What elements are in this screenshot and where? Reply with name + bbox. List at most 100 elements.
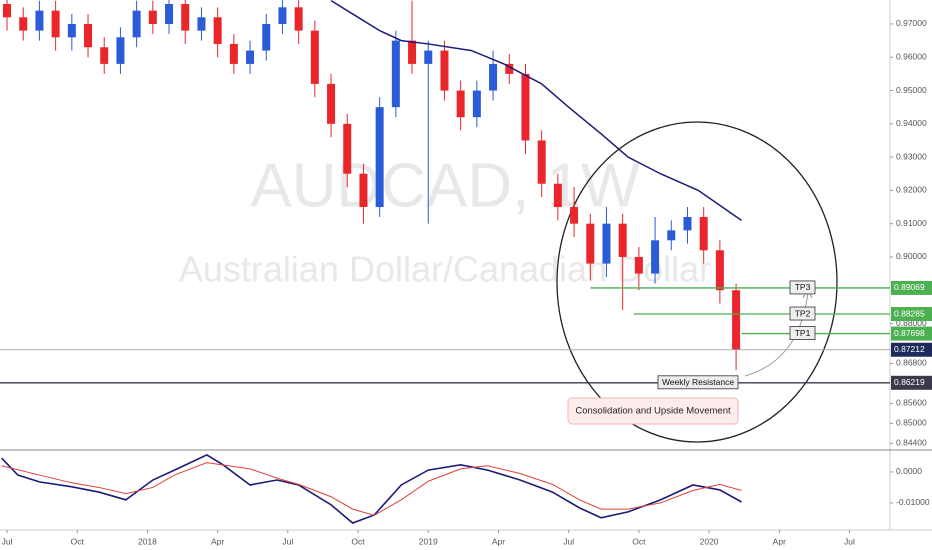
last-price-label: 0.87212 [894, 344, 925, 354]
level-label: TP1 [795, 328, 811, 338]
candle-body [440, 50, 449, 91]
arrow [744, 291, 809, 377]
x-tick-label: 2018 [138, 536, 157, 546]
support-price-label-bg [891, 375, 932, 390]
candle-body [229, 43, 238, 64]
x-tick-label: Oct [351, 536, 365, 546]
y-tick-label: -0.01000 [896, 497, 930, 507]
x-tick-label: Jul [563, 536, 574, 546]
y-tick-label: 0.95000 [896, 85, 927, 95]
y-tick-label: 0.0000 [896, 466, 922, 476]
support-tag [657, 375, 739, 390]
level-price-label: 0.89069 [894, 282, 925, 292]
candle-body [310, 30, 319, 84]
candle-body [456, 90, 465, 118]
candle-body [618, 223, 627, 257]
candle-body [472, 90, 481, 118]
candle-body [391, 40, 400, 108]
candle-body [651, 240, 660, 274]
candle-body [262, 23, 271, 51]
y-tick-label: 0.85600 [896, 398, 927, 408]
candle-body [213, 17, 222, 44]
x-tick-label: Apr [492, 536, 505, 546]
level-tag [789, 326, 816, 340]
y-tick-label: 0.88000 [896, 318, 927, 328]
x-tick-label: Jul [282, 536, 293, 546]
y-tick-label: 0.84400 [896, 438, 927, 448]
x-tick-label: Jul [2, 536, 13, 546]
level-price-label-bg [891, 326, 932, 341]
candle-body [667, 230, 676, 241]
y-tick-label: 0.94000 [896, 118, 927, 128]
candle-body [489, 63, 498, 91]
candle-body [537, 140, 546, 184]
candle-body [19, 17, 28, 31]
level-label: TP2 [795, 308, 811, 318]
x-tick-label: Apr [211, 536, 224, 546]
candle-body [3, 3, 12, 18]
candle-body [327, 83, 336, 124]
x-tick-label: Apr [773, 536, 786, 546]
candle-body [570, 207, 579, 224]
x-tick-label: Oct [632, 536, 646, 546]
candle-body [51, 10, 60, 38]
y-tick-label: 0.92000 [896, 185, 927, 195]
indicator-line [1, 454, 742, 524]
y-tick-label: 0.96000 [896, 51, 927, 61]
candle-body [197, 17, 206, 31]
candle-body [132, 10, 141, 38]
candle-body [67, 23, 76, 38]
candle-body [634, 256, 643, 274]
candle-body [553, 183, 562, 208]
candle-body [165, 3, 174, 24]
candle-body [35, 10, 44, 31]
support-label: Weekly Resistance [662, 377, 734, 387]
candle-body [408, 40, 417, 64]
watermark-subtitle: Australian Dollar/Canadian Dollar [179, 249, 711, 290]
x-tick-label: Oct [71, 536, 85, 546]
y-tick-label: 0.93000 [896, 151, 927, 161]
candle-body [505, 63, 514, 74]
candle-body [294, 7, 303, 31]
note-box [567, 397, 739, 425]
candle-body [181, 3, 190, 31]
level-tag [789, 280, 816, 295]
x-tick-label: 2019 [419, 536, 438, 546]
candle-body [84, 23, 93, 48]
x-tick-label: Jul [844, 536, 855, 546]
candle-body [100, 47, 109, 64]
candle-body [278, 7, 287, 24]
candle-body [602, 223, 611, 264]
level-price-label-bg [891, 280, 932, 295]
y-tick-label: 0.97000 [896, 18, 927, 28]
level-tag [789, 306, 816, 321]
candle-body [521, 73, 530, 141]
candle-body [424, 50, 433, 64]
candle-body [715, 250, 724, 291]
level-price-label: 0.88285 [894, 308, 925, 318]
candle-body [732, 290, 741, 350]
candle-body [246, 50, 255, 64]
candle-body [148, 10, 157, 24]
candle-body [359, 173, 368, 208]
candle-body [699, 217, 708, 251]
x-tick-label: 2020 [700, 536, 719, 546]
candle-body [683, 217, 692, 231]
level-price-label: 0.87698 [894, 328, 925, 338]
y-tick-label: 0.91000 [896, 218, 927, 228]
watermark-title: AUDCAD, 1W [250, 151, 640, 220]
indicator-line [1, 462, 742, 516]
y-tick-label: 0.85000 [896, 418, 927, 428]
level-label: TP3 [795, 282, 811, 292]
candle-body [116, 37, 125, 64]
support-price-label: 0.86219 [894, 377, 925, 387]
candle-body [343, 123, 352, 174]
y-tick-label: 0.86800 [896, 358, 927, 368]
highlight-circle [556, 121, 838, 443]
moving-average [330, 0, 742, 221]
level-price-label-bg [891, 307, 932, 322]
y-tick-label: 0.90000 [896, 251, 927, 261]
last-price-label-bg [891, 342, 932, 357]
